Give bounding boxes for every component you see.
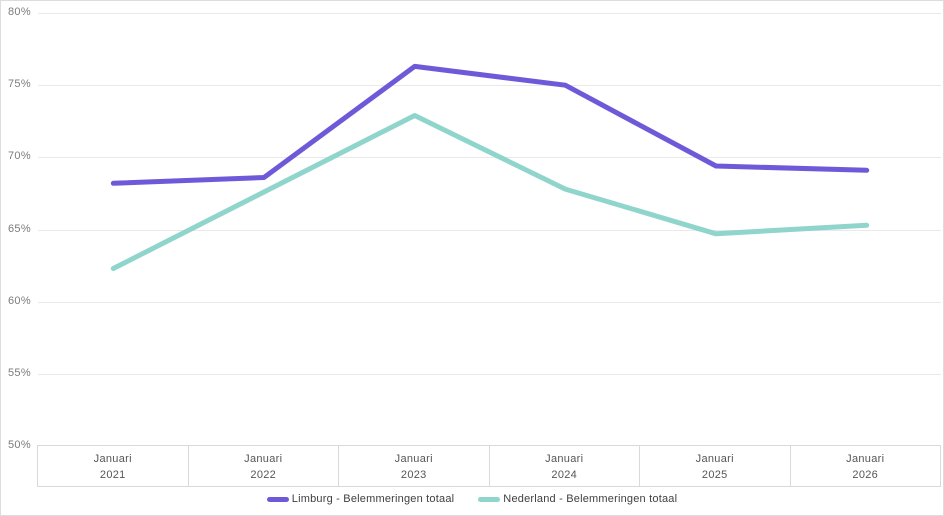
x-tick-month: Januari — [93, 453, 132, 465]
y-tick-label: 55% — [8, 366, 31, 379]
x-axis: Januari 2021 Januari 2022 Januari 2023 Januari… — [37, 445, 941, 487]
gridline — [38, 230, 941, 231]
y-tick-label: 60% — [8, 294, 31, 307]
legend-item[interactable]: Nederland - Belemmeringen totaal — [478, 492, 677, 506]
gridline — [38, 374, 941, 375]
x-tick-month: Januari — [695, 453, 734, 465]
x-tick-year: 2023 — [400, 469, 427, 481]
legend-label: Nederland - Belemmeringen totaal — [503, 493, 678, 505]
y-tick-label: 65% — [8, 222, 31, 235]
series-line — [110, 113, 870, 271]
y-tick-label: 75% — [8, 78, 31, 91]
y-tick-label: 50% — [8, 439, 31, 451]
x-tick-year: 2025 — [701, 469, 728, 481]
x-tick-cell: Januari 2023 — [339, 446, 490, 486]
x-tick-cell: Januari 2021 — [38, 446, 189, 486]
x-tick-cell: Januari 2024 — [490, 446, 640, 486]
x-tick-cell: Januari 2025 — [640, 446, 791, 486]
series-line — [110, 63, 870, 186]
x-tick-year: 2021 — [99, 469, 126, 481]
x-tick-year: 2026 — [852, 469, 879, 481]
x-tick-month: Januari — [846, 453, 885, 465]
gridline — [38, 13, 941, 14]
x-tick-month: Januari — [244, 453, 283, 465]
x-tick-month: Januari — [394, 453, 433, 465]
legend-label: Limburg - Belemmeringen totaal — [291, 493, 455, 505]
x-tick-month: Januari — [545, 453, 584, 465]
legend-swatch — [266, 496, 289, 502]
x-tick-year: 2024 — [551, 469, 578, 481]
x-tick-year: 2022 — [250, 469, 277, 481]
legend-item[interactable]: Limburg - Belemmeringen totaal — [266, 492, 455, 506]
y-tick-label: 80% — [8, 6, 31, 18]
y-tick-label: 70% — [8, 150, 31, 163]
x-tick-cell: Januari 2022 — [189, 446, 339, 486]
legend: Limburg - Belemmeringen totaal Nederland … — [1, 492, 943, 506]
gridline — [38, 85, 941, 86]
legend-swatch — [478, 496, 501, 502]
gridline — [38, 157, 941, 158]
x-tick-cell: Januari 2026 — [791, 446, 941, 486]
gridline — [38, 302, 941, 303]
